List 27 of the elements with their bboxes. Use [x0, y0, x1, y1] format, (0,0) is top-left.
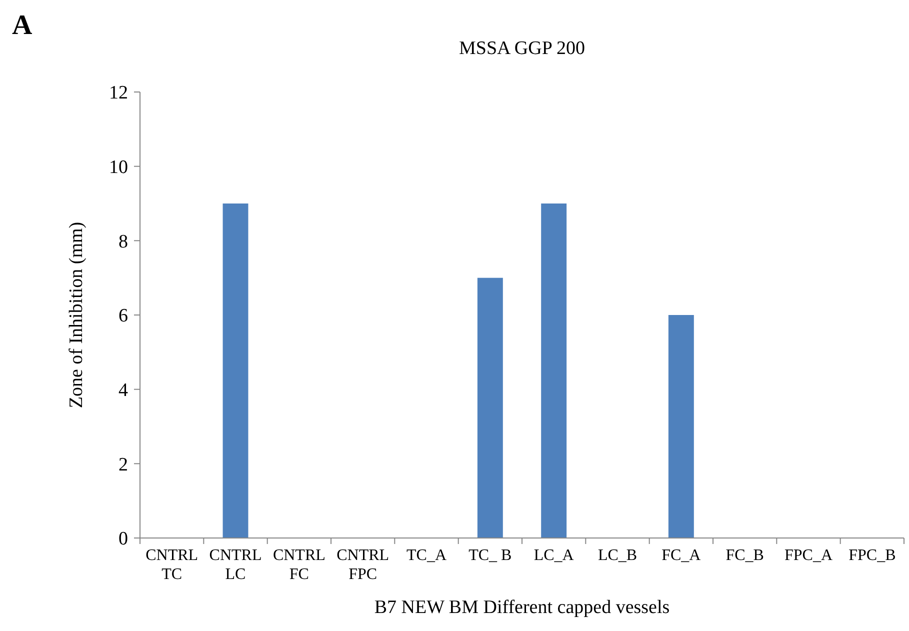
y-tick-label: 12: [109, 82, 128, 104]
y-axis-title: Zone of Inhibition (mm): [66, 222, 87, 408]
x-tick-label: FPC_A: [784, 547, 833, 564]
x-tick-label: CNTRL LC: [209, 547, 262, 583]
x-tick-label: TC_ B: [468, 547, 512, 564]
bar: [477, 278, 503, 538]
x-tick-label: LC_A: [534, 547, 574, 564]
x-tick-label: FC_B: [726, 547, 764, 564]
y-tick-label: 4: [118, 380, 128, 401]
x-tick-label: CNTRL FC: [272, 547, 326, 583]
bar: [222, 204, 248, 538]
x-tick-label: LC_B: [598, 547, 638, 564]
text: A: [12, 10, 33, 41]
x-tick-label: CNTRL TC: [146, 547, 198, 583]
bar: [541, 204, 567, 538]
y-tick-label: 2: [118, 454, 128, 476]
x-tick-label: FC_A: [662, 547, 702, 564]
x-tick-label: TC_A: [406, 547, 447, 564]
x-axis-title: B7 NEW BM Different capped vessels: [374, 597, 670, 618]
chart-title: MSSA GGP 200: [458, 38, 586, 59]
x-tick-label: FPC_B: [848, 547, 896, 564]
bar: [668, 315, 694, 538]
x-tick-label: CNTRL FPC: [336, 547, 390, 583]
y-tick-label: 0: [118, 528, 128, 550]
y-tick-label: 8: [118, 231, 128, 252]
y-tick-label: 10: [109, 156, 128, 178]
y-tick-label: 6: [118, 306, 128, 327]
